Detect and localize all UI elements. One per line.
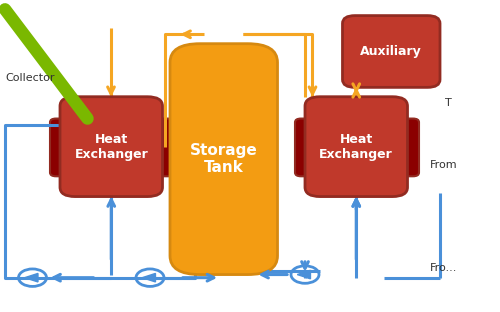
Text: Fro...: Fro... (430, 263, 458, 273)
Polygon shape (25, 273, 38, 282)
Polygon shape (298, 270, 310, 279)
Text: T: T (445, 98, 452, 108)
FancyBboxPatch shape (170, 44, 278, 275)
Text: Heat
Exchanger: Heat Exchanger (320, 133, 393, 161)
Text: Storage
Tank: Storage Tank (190, 143, 258, 175)
Text: Heat
Exchanger: Heat Exchanger (74, 133, 148, 161)
FancyBboxPatch shape (50, 119, 69, 176)
FancyBboxPatch shape (342, 16, 440, 87)
FancyBboxPatch shape (295, 119, 314, 176)
Polygon shape (142, 273, 156, 282)
Text: Collector: Collector (5, 73, 54, 83)
Text: From: From (430, 160, 458, 170)
FancyBboxPatch shape (305, 97, 408, 197)
FancyBboxPatch shape (60, 97, 162, 197)
Text: Auxiliary: Auxiliary (360, 45, 422, 58)
FancyBboxPatch shape (400, 119, 419, 176)
FancyBboxPatch shape (155, 119, 174, 176)
